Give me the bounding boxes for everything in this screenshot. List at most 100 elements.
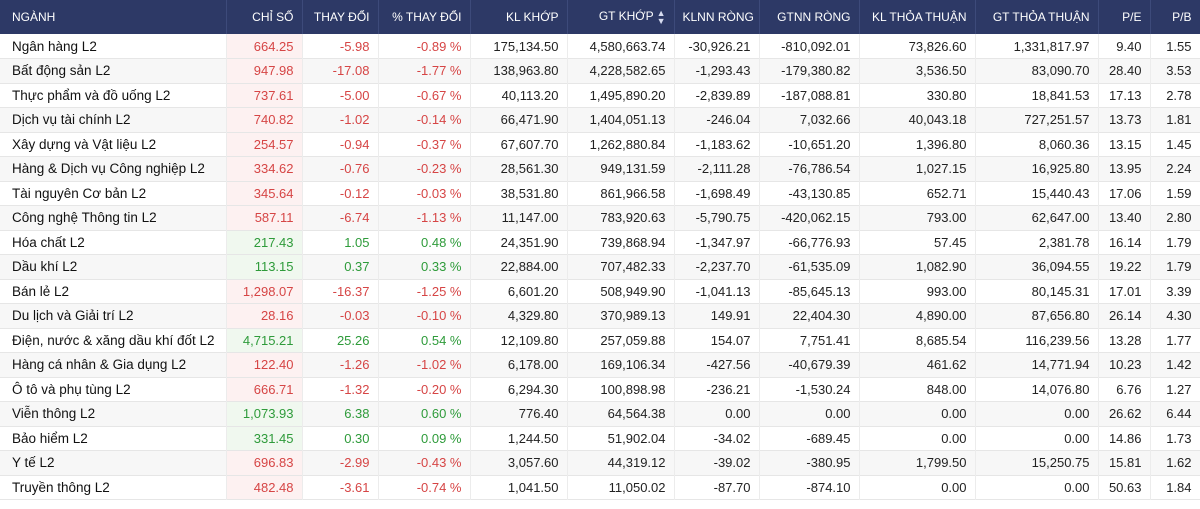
table-row[interactable]: Bất động sản L2 947.98 -17.08 -1.77 % 138,96… [0,58,1200,83]
deal-value: 2,381.78 [975,230,1099,255]
col-header-pb[interactable]: P/B [1150,0,1200,34]
col-header-deal-value[interactable]: GT THỎA THUẬN [975,0,1099,34]
foreign-net-volume: -1,293.43 [674,58,760,83]
deal-value: 0.00 [975,401,1099,426]
sector-name[interactable]: Y tế L2 [0,450,227,475]
col-header-label: P/E [1122,10,1142,24]
pct-change-value: -0.43 % [378,450,471,475]
pct-change-value: -0.14 % [378,107,471,132]
foreign-net-value: -420,062.15 [759,205,860,230]
sector-name[interactable]: Dịch vụ tài chính L2 [0,107,227,132]
sector-name[interactable]: Bán lẻ L2 [0,279,227,304]
table-row[interactable]: Thực phẩm và đồ uống L2 737.61 -5.00 -0.67 … [0,83,1200,108]
foreign-net-value: 22,404.30 [759,303,860,328]
pe-value: 50.63 [1098,475,1151,500]
col-header-match-volume[interactable]: KL KHỚP [470,0,568,34]
foreign-net-volume: 0.00 [674,401,760,426]
table-row[interactable]: Hàng cá nhân & Gia dụng L2 122.40 -1.26 -1.… [0,352,1200,377]
sector-name[interactable]: Ngân hàng L2 [0,34,227,59]
deal-value: 0.00 [975,475,1099,500]
table-row[interactable]: Y tế L2 696.83 -2.99 -0.43 % 3,057.60 44,319.… [0,450,1200,475]
col-header-index[interactable]: CHỈ SỐ [226,0,303,34]
pb-value: 6.44 [1150,401,1200,426]
sector-name[interactable]: Thực phẩm và đồ uống L2 [0,83,227,108]
col-header-foreign-net-value[interactable]: GTNN RÒNG [759,0,860,34]
foreign-net-volume: -5,790.75 [674,205,760,230]
sector-name[interactable]: Điện, nước & xăng dầu khí đốt L2 [0,328,227,353]
deal-value: 18,841.53 [975,83,1099,108]
pe-value: 6.76 [1098,377,1151,402]
col-header-match-value[interactable]: GT KHỚP ▲ ▼ [567,0,675,34]
col-header-pct-change[interactable]: % THAY ĐỔI [378,0,471,34]
index-value: 254.57 [226,132,303,157]
table-row[interactable]: Công nghệ Thông tin L2 587.11 -6.74 -1.13 %… [0,205,1200,230]
col-header-deal-volume[interactable]: KL THỎA THUẬN [859,0,976,34]
change-value: -2.99 [302,450,379,475]
sector-name[interactable]: Công nghệ Thông tin L2 [0,205,227,230]
foreign-net-value: -43,130.85 [759,181,860,206]
pb-value: 1.62 [1150,450,1200,475]
change-value: -6.74 [302,205,379,230]
sector-name[interactable]: Tài nguyên Cơ bản L2 [0,181,227,206]
match-volume: 6,294.30 [470,377,568,402]
sort-up-down-icon[interactable]: ▲ ▼ [656,8,666,26]
change-value: -5.98 [302,34,379,59]
table-row[interactable]: Truyền thông L2 482.48 -3.61 -0.74 % 1,041.5… [0,475,1200,500]
index-value: 345.64 [226,181,303,206]
col-header-sector[interactable]: NGÀNH [0,0,227,34]
sector-name[interactable]: Dầu khí L2 [0,254,227,279]
index-value: 28.16 [226,303,303,328]
col-header-foreign-net-volume[interactable]: KLNN RÒNG [674,0,760,34]
match-value: 508,949.90 [567,279,675,304]
col-header-pe[interactable]: P/E [1098,0,1151,34]
sector-name[interactable]: Xây dựng và Vật liệu L2 [0,132,227,157]
table-row[interactable]: Điện, nước & xăng dầu khí đốt L2 4,715.21… [0,328,1200,353]
match-volume: 3,057.60 [470,450,568,475]
deal-volume: 848.00 [859,377,976,402]
sector-name[interactable]: Truyền thông L2 [0,475,227,500]
index-value: 113.15 [226,254,303,279]
sector-name[interactable]: Viễn thông L2 [0,401,227,426]
match-volume: 22,884.00 [470,254,568,279]
table-row[interactable]: Bảo hiểm L2 331.45 0.30 0.09 % 1,244.50 51,90… [0,426,1200,451]
index-value: 696.83 [226,450,303,475]
sector-name[interactable]: Hàng cá nhân & Gia dụng L2 [0,352,227,377]
foreign-net-volume: -427.56 [674,352,760,377]
change-value: 6.38 [302,401,379,426]
table-row[interactable]: Ô tô và phụ tùng L2 666.71 -1.32 -0.20 % 6,2… [0,377,1200,402]
table-row[interactable]: Du lịch và Giải trí L2 28.16 -0.03 -0.10 % 4… [0,303,1200,328]
change-value: -16.37 [302,279,379,304]
match-value: 11,050.02 [567,475,675,500]
table-row[interactable]: Bán lẻ L2 1,298.07 -16.37 -1.25 % 6,601.20 50… [0,279,1200,304]
index-value: 331.45 [226,426,303,451]
pb-value: 1.42 [1150,352,1200,377]
index-value: 587.11 [226,205,303,230]
table-row[interactable]: Viễn thông L2 1,073.93 6.38 0.60 % 776.40 64,… [0,401,1200,426]
index-value: 740.82 [226,107,303,132]
pe-value: 13.40 [1098,205,1151,230]
pct-change-value: -0.20 % [378,377,471,402]
match-value: 949,131.59 [567,156,675,181]
sector-name[interactable]: Du lịch và Giải trí L2 [0,303,227,328]
change-value: -1.32 [302,377,379,402]
table-row[interactable]: Tài nguyên Cơ bản L2 345.64 -0.12 -0.03 % 38… [0,181,1200,206]
table-row[interactable]: Dầu khí L2 113.15 0.37 0.33 % 22,884.00 707,4… [0,254,1200,279]
sector-name[interactable]: Hóa chất L2 [0,230,227,255]
sector-name[interactable]: Ô tô và phụ tùng L2 [0,377,227,402]
deal-volume: 1,799.50 [859,450,976,475]
table-row[interactable]: Hóa chất L2 217.43 1.05 0.48 % 24,351.90 739,… [0,230,1200,255]
deal-volume: 330.80 [859,83,976,108]
sector-name[interactable]: Bất động sản L2 [0,58,227,83]
table-row[interactable]: Xây dựng và Vật liệu L2 254.57 -0.94 -0.37 … [0,132,1200,157]
pct-change-value: -1.77 % [378,58,471,83]
pb-value: 3.39 [1150,279,1200,304]
table-row[interactable]: Ngân hàng L2 664.25 -5.98 -0.89 % 175,134.50… [0,34,1200,59]
sector-name[interactable]: Bảo hiểm L2 [0,426,227,451]
col-header-change[interactable]: THAY ĐỔI [302,0,379,34]
table-row[interactable]: Dịch vụ tài chính L2 740.82 -1.02 -0.14 % 66… [0,107,1200,132]
match-volume: 38,531.80 [470,181,568,206]
deal-value: 1,331,817.97 [975,34,1099,59]
sector-name[interactable]: Hàng & Dịch vụ Công nghiệp L2 [0,156,227,181]
table-row[interactable]: Hàng & Dịch vụ Công nghiệp L2 334.62 -0.76… [0,156,1200,181]
